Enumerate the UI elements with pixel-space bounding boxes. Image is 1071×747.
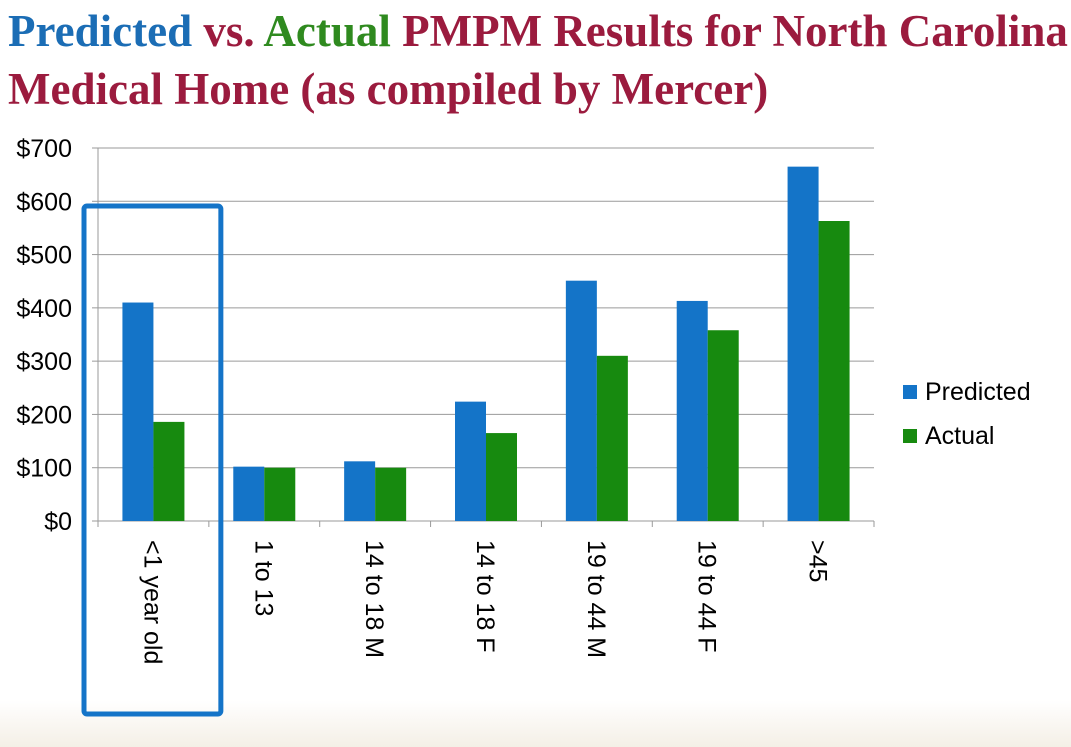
x-category-label: 19 to 44 M <box>582 540 610 658</box>
title-actual: Actual <box>263 6 391 56</box>
bar-actual-5 <box>707 330 739 521</box>
x-category-label: 14 to 18 M <box>360 540 388 658</box>
legend-label-predicted: Predicted <box>925 377 1031 406</box>
title-vs: vs. <box>192 6 264 56</box>
legend-swatch-actual <box>903 429 917 443</box>
legend-item-actual: Actual <box>903 414 1031 458</box>
bar-actual-1 <box>264 467 296 521</box>
y-tick-label: $600 <box>16 188 72 216</box>
bar-actual-3 <box>486 433 517 521</box>
x-category-label: <1 year old <box>138 540 166 664</box>
y-tick-label: $500 <box>16 242 72 270</box>
title-predicted: Predicted <box>8 6 193 56</box>
bar-predicted-3 <box>455 401 486 521</box>
legend-item-predicted: Predicted <box>903 370 1031 414</box>
legend-swatch-predicted <box>903 385 917 399</box>
y-tick-label: $400 <box>16 295 72 323</box>
bar-actual-0 <box>153 421 185 521</box>
title-rest: PMPM Results for North Carolina Medical … <box>8 6 1068 114</box>
bar-actual-6 <box>818 221 850 521</box>
bar-actual-2 <box>375 467 407 521</box>
bar-predicted-2 <box>344 461 376 521</box>
y-tick-label: $100 <box>16 455 72 483</box>
bar-predicted-0 <box>122 302 154 521</box>
bar-predicted-6 <box>787 166 819 521</box>
highlight-box <box>81 203 224 717</box>
y-tick-label: $0 <box>44 508 72 536</box>
x-category-label: 1 to 13 <box>249 540 277 616</box>
y-tick-label: $200 <box>16 401 72 429</box>
bar-predicted-5 <box>676 300 708 521</box>
y-tick-label: $300 <box>16 348 72 376</box>
chart-title: Predicted vs. Actual PMPM Results for No… <box>8 2 1068 118</box>
bar-actual-4 <box>596 355 628 521</box>
x-category-label: 19 to 44 F <box>693 540 721 653</box>
legend-label-actual: Actual <box>925 421 995 450</box>
legend: Predicted Actual <box>903 370 1031 458</box>
x-category-label: 14 to 18 F <box>471 540 499 653</box>
y-tick-label: $700 <box>16 135 72 163</box>
bar-predicted-4 <box>565 280 597 521</box>
x-category-label: >45 <box>804 540 832 582</box>
bar-predicted-1 <box>233 466 265 521</box>
